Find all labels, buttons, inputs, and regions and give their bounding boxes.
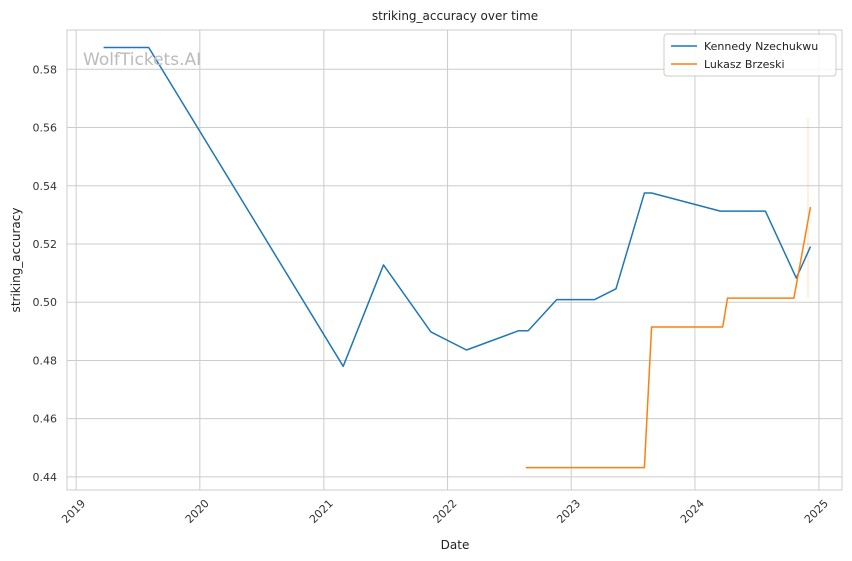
y-tick-label: 0.54: [33, 180, 58, 193]
series-lines: [103, 46, 812, 469]
y-tick-label: 0.58: [33, 63, 58, 76]
y-tick-labels: 0.44 0.46 0.48 0.50 0.52 0.54 0.56 0.58: [33, 63, 58, 484]
legend-label-kennedy-nzechukwu: Kennedy Nzechukwu: [704, 40, 818, 53]
series-line-kennedy-nzechukwu: [103, 46, 812, 368]
series-line-lukasz-brzeski: [525, 206, 812, 469]
y-tick-label: 0.48: [33, 354, 58, 367]
grid-lines: [67, 30, 842, 490]
y-tick-label: 0.44: [33, 471, 58, 484]
y-tick-label: 0.46: [33, 413, 58, 426]
chart-title: striking_accuracy over time: [372, 9, 538, 23]
y-tick-label: 0.52: [33, 238, 58, 251]
plot-area-frame: [66, 29, 843, 491]
x-axis-label: Date: [441, 538, 470, 552]
watermark: WolfTickets.AI: [83, 50, 201, 70]
legend-label-lukasz-brzeski: Lukasz Brzeski: [704, 58, 785, 71]
y-tick-label: 0.50: [33, 296, 58, 309]
y-axis-label: striking_accuracy: [9, 208, 23, 313]
y-tick-label: 0.56: [33, 122, 58, 135]
legend: Kennedy Nzechukwu Lukasz Brzeski: [663, 33, 837, 77]
legend-frame: [663, 33, 837, 77]
